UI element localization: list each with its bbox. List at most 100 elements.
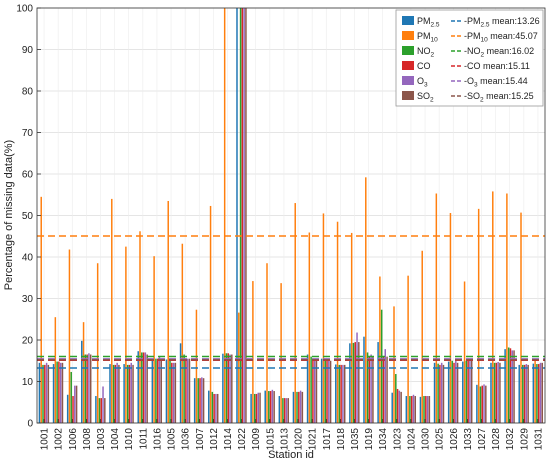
bar: [525, 364, 528, 423]
bar: [342, 364, 344, 423]
legend-swatch: [402, 91, 414, 100]
x-tick-label: 1027: [477, 428, 488, 451]
legend-entry-label: PM10: [417, 31, 438, 44]
bar: [227, 353, 229, 423]
bar: [201, 377, 203, 423]
y-axis-label: Percentage of missing data(%): [3, 140, 15, 290]
bar: [398, 390, 401, 423]
bar: [128, 364, 131, 423]
bar: [308, 232, 311, 423]
x-tick-label: 1021: [308, 428, 319, 451]
bar: [322, 213, 325, 423]
bar: [268, 391, 270, 423]
bar: [370, 354, 372, 423]
bar: [335, 364, 337, 423]
x-tick-label: 1025: [435, 428, 446, 451]
bar: [428, 396, 431, 423]
bar: [155, 358, 157, 423]
bar: [257, 392, 259, 423]
bar: [174, 362, 177, 423]
bar: [102, 386, 104, 423]
bar: [296, 391, 298, 423]
legend: PM2.5 PM10 NO2 CO O3 SO2 -PM2.5 mean:13.26 -PM1…: [395, 9, 544, 107]
legend-swatch: [402, 31, 414, 40]
bar: [477, 208, 480, 423]
bar: [320, 358, 323, 423]
bar: [239, 8, 242, 423]
bar: [294, 203, 296, 423]
bar: [539, 362, 542, 423]
x-tick-label: 1007: [195, 428, 206, 451]
bar: [423, 396, 425, 423]
bar: [243, 8, 245, 423]
bar: [169, 360, 171, 423]
bar: [440, 362, 443, 423]
bar: [165, 359, 168, 423]
bar: [215, 393, 217, 423]
bar: [266, 263, 268, 423]
bar: [287, 398, 290, 423]
bar: [382, 356, 385, 423]
bar: [45, 362, 48, 423]
bar: [534, 360, 536, 423]
bar: [280, 283, 282, 423]
bar: [343, 364, 346, 423]
bar: [405, 396, 408, 423]
x-tick-label: 1004: [110, 428, 121, 451]
bar: [95, 396, 97, 423]
bar: [410, 396, 413, 423]
bar: [229, 354, 231, 423]
bar: [285, 398, 288, 423]
bar: [278, 396, 281, 423]
bar: [485, 385, 487, 423]
bar: [153, 256, 155, 423]
bar: [455, 360, 457, 423]
x-tick-label: 1014: [223, 428, 234, 451]
bar: [52, 364, 55, 423]
bar: [231, 354, 233, 423]
bar: [326, 360, 328, 423]
legend-mean-label: -O3 mean:15.44: [464, 76, 528, 89]
bar: [350, 232, 353, 423]
bar: [236, 8, 238, 423]
bar: [271, 389, 274, 423]
bar: [449, 213, 452, 423]
bar: [130, 362, 132, 423]
x-tick-label: 1011: [138, 428, 149, 450]
bar: [463, 281, 466, 423]
bar: [425, 396, 427, 423]
bar: [38, 362, 41, 423]
x-tick-label: 1017: [322, 428, 333, 451]
bar: [328, 359, 330, 423]
bar: [465, 360, 468, 423]
bar: [75, 385, 78, 423]
bar: [520, 212, 522, 423]
bar: [358, 342, 360, 423]
bar: [396, 388, 399, 423]
bar: [377, 342, 379, 423]
bar: [82, 322, 85, 423]
bar: [250, 393, 252, 423]
bar: [222, 353, 224, 423]
x-tick-label: 1018: [336, 428, 347, 451]
bar: [118, 364, 120, 423]
bar: [536, 364, 538, 423]
x-tick-label: 1028: [491, 428, 502, 451]
bar: [315, 360, 318, 423]
bar: [72, 396, 74, 423]
bar: [61, 362, 64, 423]
bar: [199, 378, 201, 423]
x-tick-label: 1005: [167, 428, 178, 451]
bar: [435, 193, 438, 423]
bar: [310, 356, 312, 423]
bar: [158, 356, 161, 423]
bar: [537, 364, 540, 423]
y-tick-label: 90: [22, 45, 34, 56]
bar: [497, 361, 499, 423]
bar: [47, 364, 50, 423]
bar: [426, 396, 429, 423]
bar: [255, 393, 258, 423]
bar: [241, 8, 244, 423]
bar: [213, 393, 215, 423]
x-axis-ticks: 1001 1002 1006 1008 1003 1004 1010 1011 1016 1005…: [40, 419, 544, 451]
